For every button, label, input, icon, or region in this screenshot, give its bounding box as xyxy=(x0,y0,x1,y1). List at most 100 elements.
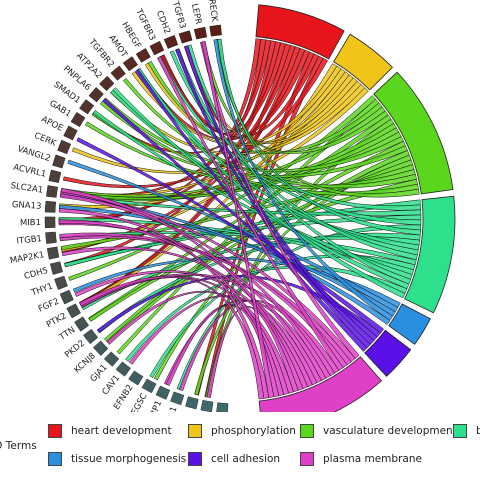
gene-block xyxy=(185,396,199,410)
legend: GO Terms heart development phosphorylati… xyxy=(0,412,480,480)
gene-label: CAV1 xyxy=(101,373,123,397)
gene-label: PLXND1 xyxy=(159,405,180,412)
legend-swatch xyxy=(48,452,62,466)
gene-label: GAB1 xyxy=(47,99,72,120)
legend-label: tissue morphogenesis xyxy=(71,453,187,465)
gene-block xyxy=(74,316,90,332)
gene-block xyxy=(216,402,229,412)
gene-label: EGSC xyxy=(130,392,150,412)
gene-label: NRP1 xyxy=(146,399,164,412)
legend-label: plasma membrane xyxy=(323,453,422,465)
gene-block xyxy=(46,185,58,198)
gene-block xyxy=(79,99,95,115)
legend-item-heart-development: heart development xyxy=(48,421,172,441)
gene-block xyxy=(83,328,99,345)
chord-ribbon xyxy=(175,48,371,349)
term-arc xyxy=(333,33,393,91)
gene-block xyxy=(48,169,62,183)
gene-label: GNA13 xyxy=(12,200,42,212)
chord-ribbon xyxy=(213,39,394,321)
legend-swatch xyxy=(300,452,314,466)
gene-block xyxy=(66,303,81,319)
chord-ribbon xyxy=(135,68,368,352)
gene-block xyxy=(155,385,171,400)
chord-ribbon xyxy=(201,41,275,398)
chord-ribbon xyxy=(206,306,299,398)
legend-item-tissue-morphogenesis: tissue morphogenesis xyxy=(48,449,186,469)
gene-block xyxy=(128,370,144,386)
chord-ribbon xyxy=(79,275,265,400)
gene-block xyxy=(44,216,56,229)
legend-item-blood-vessel-morphogenesis: b xyxy=(453,421,480,441)
term-arc xyxy=(258,356,383,412)
gene-label: NRP2 xyxy=(180,410,195,412)
gene-block xyxy=(141,378,157,394)
legend-label: vasculature development xyxy=(323,425,457,437)
term-arc xyxy=(388,303,431,345)
gene-label: RECK xyxy=(206,0,219,23)
gene-label: MAP2K1 xyxy=(9,250,45,266)
gene-block xyxy=(103,351,120,367)
legend-item-phosphorylation: phosphorylation xyxy=(188,421,296,441)
gene-block xyxy=(50,261,63,275)
legend-label: cell adhesion xyxy=(211,453,281,465)
gene-label: LEPR xyxy=(189,3,203,26)
gene-block xyxy=(54,275,68,290)
gene-block xyxy=(45,231,57,244)
gene-label: FGF2 xyxy=(37,297,61,315)
gene-label: THY1 xyxy=(29,281,54,298)
term-arcs xyxy=(255,4,456,412)
gene-block xyxy=(193,26,208,40)
gene-block xyxy=(178,30,193,44)
gene-label: CDH2 xyxy=(154,9,172,35)
gene-block xyxy=(200,399,214,412)
gene-block xyxy=(115,361,131,377)
term-arc xyxy=(404,195,456,314)
gene-block xyxy=(44,200,57,213)
legend-swatch xyxy=(48,424,62,438)
gene-block xyxy=(47,246,60,260)
term-arc xyxy=(255,4,345,60)
gene-label: TGFB3 xyxy=(170,0,188,30)
gene-label: APOE xyxy=(40,115,65,134)
gene-label: CDH5 xyxy=(23,266,49,282)
gene-block xyxy=(149,41,165,56)
go-chord-diagram: RECKLEPRTGFB3CDH2TGFBR3HBEGFAMOTTGFBR2AT… xyxy=(9,0,456,412)
legend-label: phosphorylation xyxy=(211,425,296,437)
legend-swatch xyxy=(188,424,202,438)
gene-block xyxy=(63,125,78,141)
gene-label: PTK2 xyxy=(45,311,68,330)
legend-swatch xyxy=(453,424,467,438)
gene-label: ITGB1 xyxy=(16,234,42,246)
gene-label: ACVRL1 xyxy=(12,163,47,180)
term-arc xyxy=(364,329,412,377)
gene-label: VANGL2 xyxy=(16,144,52,164)
gene-block xyxy=(135,48,151,63)
gene-label: CERK xyxy=(33,131,58,149)
gene-block xyxy=(57,139,72,155)
legend-swatch xyxy=(188,452,202,466)
gene-label: TTN xyxy=(57,325,77,343)
gene-block xyxy=(122,56,138,72)
gene-block xyxy=(70,112,86,128)
gene-block xyxy=(88,87,104,103)
term-arc xyxy=(373,71,454,195)
gene-blocks xyxy=(44,24,229,412)
gene-block xyxy=(93,340,109,356)
gene-block xyxy=(163,35,179,49)
legend-title: GO Terms xyxy=(0,440,37,452)
gene-label: MIB1 xyxy=(20,218,41,228)
legend-item-plasma-membrane: plasma membrane xyxy=(300,449,422,469)
gene-block xyxy=(209,24,222,37)
gene-block xyxy=(170,391,185,406)
gene-block xyxy=(99,75,115,92)
legend-label: heart development xyxy=(71,425,172,437)
gene-block xyxy=(59,289,74,305)
chord-ribbon xyxy=(200,41,360,359)
gene-block xyxy=(110,65,126,81)
gene-label: SLC2A1 xyxy=(10,181,44,196)
legend-item-vasculature-development: vasculature development xyxy=(300,421,457,441)
chord-ribbon xyxy=(156,56,344,371)
legend-label: b xyxy=(476,425,480,437)
chord-ribbons xyxy=(58,38,422,400)
